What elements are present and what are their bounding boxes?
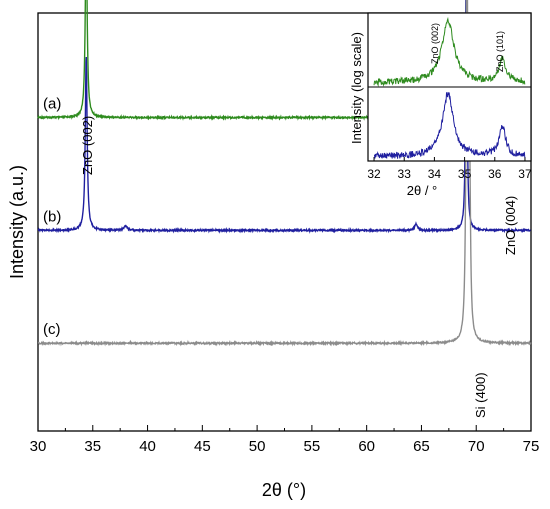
x-tick-label-35: 35 <box>84 438 101 455</box>
inset-x-tick-label-32: 32 <box>367 167 381 181</box>
x-tick-label-65: 65 <box>413 438 430 455</box>
inset-x-tick-label-34: 34 <box>428 167 442 181</box>
annotation-si-400: Si (400) <box>473 372 488 418</box>
inset-x-axis-label: 2θ / ° <box>407 183 438 198</box>
main-x-axis-label: 2θ (°) <box>262 480 306 500</box>
x-tick-label-70: 70 <box>468 438 485 455</box>
main-x-ticks: 30 35 40 45 50 55 60 65 70 75 <box>30 425 540 455</box>
inset-y-axis-label: Intensity (log scale) <box>349 32 364 144</box>
inset-series-line-1 <box>373 91 526 159</box>
series-label-0: (a) <box>43 96 61 113</box>
series-line-1 <box>37 0 531 234</box>
annotation-zno-004: ZnO (004) <box>503 196 518 255</box>
series-label-1: (b) <box>43 208 61 225</box>
x-tick-label-55: 55 <box>304 438 321 455</box>
inset-annotation-zno-002: ZnO (002) <box>430 23 440 64</box>
x-tick-label-45: 45 <box>194 438 211 455</box>
inset-series-group <box>373 16 526 159</box>
x-tick-label-75: 75 <box>523 438 540 455</box>
inset-series-line-0 <box>373 16 526 88</box>
series-line-2 <box>37 0 532 347</box>
x-tick-label-60: 60 <box>358 438 375 455</box>
inset-x-tick-label-36: 36 <box>488 167 502 181</box>
x-tick-label-30: 30 <box>30 438 47 455</box>
inset-x-tick-label-35: 35 <box>458 167 472 181</box>
x-tick-label-40: 40 <box>139 438 156 455</box>
series-label-2: (c) <box>43 321 61 338</box>
inset-x-tick-label-37: 37 <box>518 167 532 181</box>
inset-annotation-zno-101: ZnO (101) <box>495 31 505 72</box>
main-series-labels: (a) (b) (c) <box>43 96 61 339</box>
inset-x-ticks: 32 33 34 35 36 37 <box>367 157 532 181</box>
inset-x-tick-label-33: 33 <box>398 167 412 181</box>
main-y-axis-label: Intensity (a.u.) <box>7 165 27 279</box>
annotation-zno-002: ZnO (002) <box>80 116 95 175</box>
x-tick-label-50: 50 <box>249 438 266 455</box>
